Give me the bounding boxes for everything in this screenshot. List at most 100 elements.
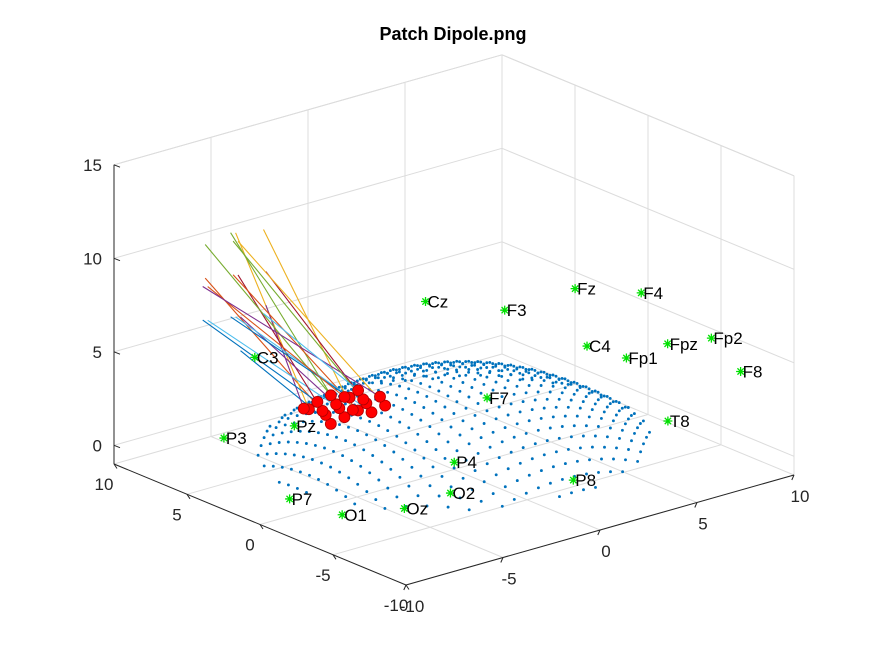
source-point [524, 431, 528, 435]
source-point [388, 374, 392, 378]
electrode-marker [449, 457, 459, 467]
patch-dipole [338, 411, 351, 424]
source-point [425, 440, 429, 444]
y-tick-label: -10 [384, 596, 409, 615]
source-point [362, 448, 366, 452]
source-point [338, 470, 342, 474]
source-point [422, 362, 426, 366]
source-point [620, 428, 624, 432]
source-point [422, 374, 426, 378]
source-point [283, 413, 287, 417]
source-point [407, 426, 411, 430]
source-point [587, 387, 591, 391]
grid-line [332, 444, 722, 556]
electrode-cz: Cz [421, 293, 448, 312]
source-point [524, 491, 528, 495]
source-point [551, 373, 555, 377]
dipole-moment-line [263, 313, 359, 391]
x-tick-mark [403, 584, 407, 591]
source-point [620, 406, 624, 410]
source-point [431, 411, 435, 415]
source-point [497, 362, 501, 365]
source-point [271, 464, 275, 468]
source-point [569, 435, 573, 439]
electrode-o2: O2 [445, 484, 475, 503]
source-point [512, 497, 516, 501]
source-point [599, 393, 603, 397]
source-point [371, 454, 375, 457]
source-point [494, 473, 498, 477]
source-point [265, 452, 269, 456]
source-point [482, 480, 486, 484]
patch-dipole [324, 417, 337, 430]
source-point [572, 424, 576, 428]
source-point [280, 465, 284, 469]
electrode-c3: C3 [250, 348, 279, 367]
source-point [410, 465, 414, 469]
electrode-marker [285, 494, 295, 504]
source-point [440, 363, 443, 367]
source-point [623, 405, 627, 409]
source-point [295, 486, 299, 490]
electrode-p7: P7 [285, 490, 312, 509]
source-point [412, 373, 416, 377]
electrode-marker [399, 503, 409, 513]
source-point [560, 391, 564, 395]
source-point [503, 426, 507, 430]
source-point [280, 416, 284, 420]
grid-line [113, 334, 503, 446]
source-point [548, 426, 552, 430]
source-point [629, 414, 633, 417]
source-point [488, 445, 492, 449]
source-point [633, 431, 636, 435]
source-point [602, 410, 606, 414]
source-point [521, 377, 525, 381]
source-point [386, 429, 390, 433]
electrode-marker [250, 352, 260, 362]
source-point [416, 367, 420, 371]
source-point [434, 361, 438, 364]
source-point [425, 362, 428, 366]
source-point [575, 381, 579, 385]
source-point [461, 476, 465, 480]
source-point [548, 481, 552, 485]
source-point [527, 368, 531, 372]
source-point [599, 395, 603, 399]
source-point [346, 389, 350, 393]
source-point [367, 374, 371, 378]
source-point [386, 486, 390, 490]
source-point [584, 424, 588, 428]
electrode-label: Fz [577, 280, 596, 299]
source-point [380, 460, 384, 464]
source-point [395, 434, 399, 438]
electrode-fpz: Fpz [663, 335, 698, 354]
y-tick-label: 5 [172, 505, 181, 524]
patch-dipole [379, 399, 392, 412]
x-tick-label: 5 [698, 515, 707, 534]
source-point [292, 453, 296, 457]
source-point [431, 362, 435, 366]
source-point [395, 495, 399, 499]
source-point [331, 410, 335, 414]
source-point [566, 447, 570, 451]
source-point [449, 361, 453, 365]
patch-dipole [374, 390, 386, 403]
source-point [627, 448, 630, 451]
source-point [356, 429, 360, 433]
source-point [298, 429, 302, 433]
source-point [500, 395, 504, 399]
source-point [437, 361, 441, 365]
source-point [295, 406, 299, 410]
source-point [615, 446, 618, 450]
dipole-moment-line [230, 316, 350, 399]
source-point [443, 366, 446, 370]
source-point [344, 439, 348, 443]
source-point [636, 459, 640, 463]
source-point [600, 457, 603, 461]
source-point [359, 464, 363, 468]
electrode-marker [219, 433, 229, 443]
source-point [335, 488, 339, 492]
source-point [329, 465, 333, 469]
source-point [443, 405, 447, 409]
source-point [509, 450, 513, 454]
